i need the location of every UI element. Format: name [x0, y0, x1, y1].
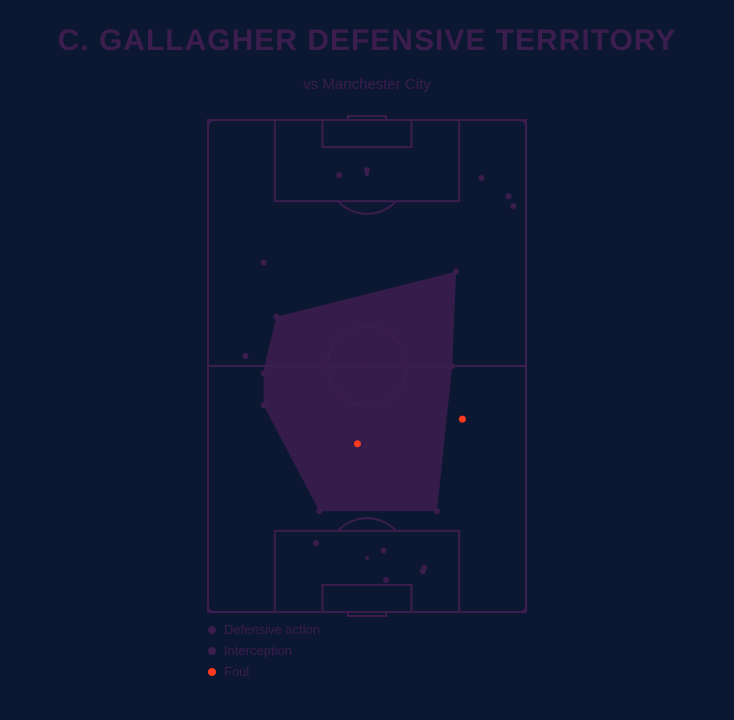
defensive-action-point [510, 203, 516, 209]
interception-point [243, 353, 249, 359]
six-yard-box-bottom [322, 585, 411, 612]
defensive-action-point [316, 508, 322, 514]
pitch-chart [202, 114, 532, 618]
defensive-action-point [313, 540, 319, 546]
interception-point [261, 402, 267, 408]
legend-item: Foul [208, 664, 320, 679]
defensive-action-point [336, 172, 342, 178]
chart-title: C. GALLAGHER DEFENSIVE TERRITORY [0, 24, 734, 58]
defensive-action-point [434, 508, 440, 514]
legend-item: Interception [208, 643, 320, 658]
defensive-action-point [383, 577, 389, 583]
legend-label: Defensive action [224, 622, 320, 637]
interception-point [453, 269, 459, 275]
defensive-action-point [449, 363, 455, 369]
goal-bottom [348, 612, 386, 616]
defensive-action-point [364, 167, 370, 173]
center-spot [365, 364, 369, 368]
interception-point [420, 568, 426, 574]
foul-point [354, 440, 361, 447]
chart-subtitle: vs Manchester City [0, 76, 734, 93]
defensive-action-point [273, 314, 279, 320]
defensive-action-point [381, 548, 387, 554]
legend-label: Interception [224, 643, 292, 658]
penalty-arc-bottom [338, 518, 396, 531]
foul-point [459, 416, 466, 423]
six-yard-box-top [322, 120, 411, 147]
penalty-box-top [275, 120, 459, 201]
penalty-spot-bottom [365, 556, 369, 560]
legend-label: Foul [224, 664, 249, 679]
goal-top [348, 116, 386, 120]
defensive-action-point [261, 260, 267, 266]
legend: Defensive action Interception Foul [208, 622, 320, 685]
legend-item: Defensive action [208, 622, 320, 637]
penalty-arc-top [338, 201, 396, 214]
legend-dot-icon [208, 647, 216, 655]
defensive-action-point [506, 193, 512, 199]
defensive-action-point [261, 370, 267, 376]
territory-polygon [264, 272, 456, 512]
legend-dot-icon [208, 668, 216, 676]
penalty-box-bottom [275, 531, 459, 612]
legend-dot-icon [208, 626, 216, 634]
defensive-action-point [478, 175, 484, 181]
